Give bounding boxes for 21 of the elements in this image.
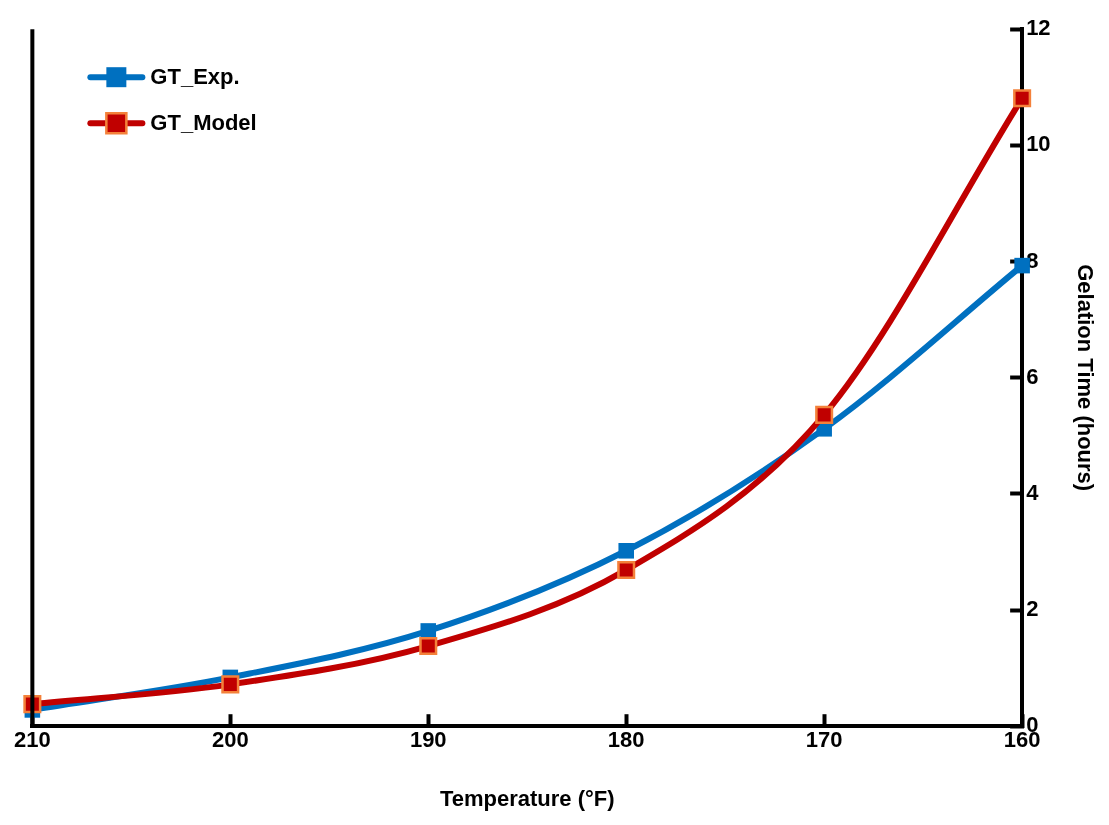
legend-label: GT_Model [150,110,257,136]
x-tick-label: 200 [211,727,249,753]
y-tick-label: 4 [1026,479,1040,505]
y-tick-label: 2 [1026,596,1039,622]
point [420,623,437,639]
y-axis-title: Gelation Time (hours) [1072,264,1098,492]
x-tick-label: 170 [805,727,843,753]
y-tick-label: 6 [1026,363,1039,389]
x-tick-label: 180 [607,727,645,753]
point [221,675,240,694]
point [1013,89,1032,108]
x-tick-label: 190 [409,727,447,753]
y-tick-label: 10 [1026,131,1051,157]
y-tick-label: 12 [1026,15,1051,41]
point [815,405,834,424]
point [419,637,438,656]
point [617,560,636,579]
legend-label: GT_Exp. [150,64,240,90]
x-tick-label: 210 [13,727,51,753]
x-axis-title: Temperature (°F) [439,785,615,811]
point [618,543,634,559]
